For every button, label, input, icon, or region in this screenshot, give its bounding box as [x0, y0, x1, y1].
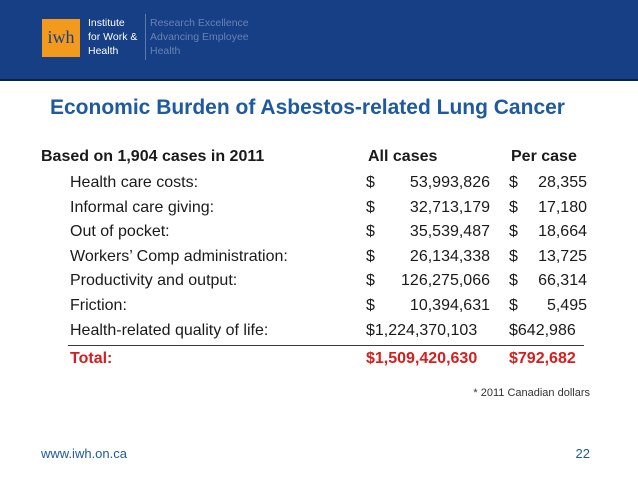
header-rule [0, 79, 638, 81]
row-label: Health-related quality of life: [70, 322, 269, 339]
all-cases-value: 35,539,487 [409, 223, 490, 240]
footnote: * 2011 Canadian dollars [473, 387, 590, 399]
per-case-currency: $ [509, 272, 518, 289]
row-label: Informal care giving: [70, 199, 215, 216]
column-header-per-case: Per case [511, 148, 577, 165]
per-case-value: 5,495 [546, 297, 587, 314]
all-cases-currency: $ [366, 248, 375, 265]
total-all-cases-value: $1,509,420,630 [366, 350, 478, 367]
all-cases-value: 32,713,179 [409, 199, 490, 216]
logo-line: for Work & [88, 31, 138, 43]
logo-name: Institute for Work & Health [88, 16, 148, 58]
slide-title: Economic Burden of Asbestos-related Lung… [50, 96, 565, 119]
all-cases-currency: $ [366, 223, 375, 240]
footer-url-link[interactable]: www.iwh.on.ca [41, 446, 127, 461]
row-label: Out of pocket: [70, 223, 170, 240]
row-label: Health care costs: [70, 174, 199, 191]
all-cases-currency: $ [366, 199, 375, 216]
per-case-value: 13,725 [538, 248, 587, 265]
logo-line: Institute [88, 17, 125, 29]
per-case-value: $642,986 [509, 322, 576, 339]
row-label: Productivity and output: [70, 272, 238, 289]
column-header-basis: Based on 1,904 cases in 2011 [41, 148, 265, 165]
total-per-case-value: $792,682 [509, 350, 576, 367]
logo-mark: iwh [42, 19, 80, 57]
all-cases-value: 10,394,631 [409, 297, 490, 314]
per-case-currency: $ [509, 297, 518, 314]
per-case-value: 17,180 [538, 199, 587, 216]
all-cases-value: 53,993,826 [409, 174, 490, 191]
tagline: Research Excellence Advancing Employee H… [150, 16, 249, 58]
all-cases-currency: $ [366, 297, 375, 314]
per-case-currency: $ [509, 174, 518, 191]
per-case-value: 28,355 [538, 174, 587, 191]
tagline-line: Research Excellence [150, 17, 249, 29]
per-case-currency: $ [509, 248, 518, 265]
per-case-currency: $ [509, 199, 518, 216]
tagline-line: Advancing Employee [150, 31, 249, 43]
logo-divider [145, 14, 146, 60]
all-cases-value: $1,224,370,103 [366, 322, 478, 339]
all-cases-value: 26,134,338 [409, 248, 490, 265]
per-case-value: 66,314 [538, 272, 587, 289]
page-number: 22 [575, 446, 590, 461]
total-label: Total: [70, 350, 113, 367]
per-case-value: 18,664 [538, 223, 587, 240]
total-divider [68, 345, 584, 346]
column-header-all-cases: All cases [368, 148, 438, 165]
all-cases-value: 126,275,066 [401, 272, 490, 289]
tagline-line: Health [150, 45, 181, 57]
row-label: Workers’ Comp administration: [70, 248, 288, 265]
all-cases-currency: $ [366, 174, 375, 191]
all-cases-currency: $ [366, 272, 375, 289]
per-case-currency: $ [509, 223, 518, 240]
logo-mark-text: iwh [47, 27, 75, 47]
iwh-logo: iwh Institute for Work & Health [36, 13, 146, 65]
header-band: iwh Institute for Work & Health Research… [0, 0, 638, 79]
row-label: Friction: [70, 297, 127, 314]
logo-line: Health [88, 45, 119, 57]
